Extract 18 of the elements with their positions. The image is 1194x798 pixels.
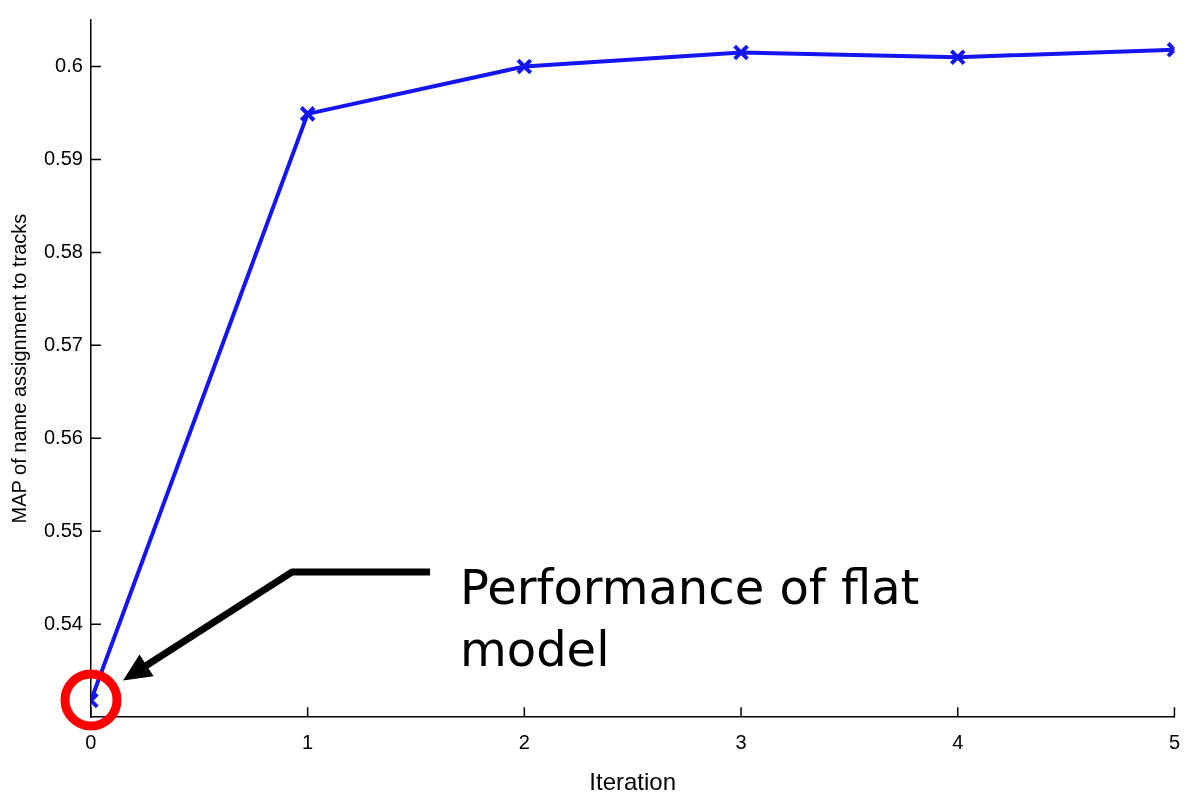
y-tick-label: 0.57 [43, 332, 83, 355]
x-tick-label: 0 [85, 730, 97, 753]
x-tick-label: 5 [1168, 730, 1180, 753]
point [515, 58, 533, 75]
y-tick-label: 0.58 [43, 239, 83, 262]
point [732, 44, 750, 61]
y-axis-title: MAP of name assignment to tracks [7, 213, 30, 524]
x-axis-title: Iteration [589, 768, 677, 796]
y-tick-label: 0.56 [43, 425, 83, 448]
y-tick-label: 0.59 [43, 146, 83, 169]
y-tick-label: 0.55 [43, 518, 83, 541]
x-tick-label: 1 [302, 730, 314, 753]
x-tick-label: 2 [518, 730, 530, 753]
y-tick-label: 0.54 [43, 611, 83, 634]
y-tick-label: 0.6 [55, 54, 83, 76]
x-tick-label: 3 [735, 730, 747, 753]
annotation: Performance of flat model [460, 558, 921, 679]
x-tick-label: 4 [952, 730, 964, 753]
